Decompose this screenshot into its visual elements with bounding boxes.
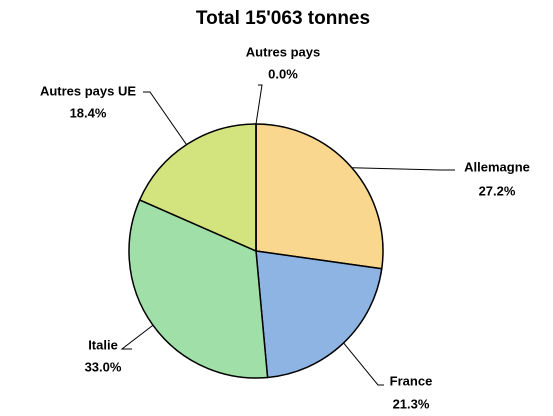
slice-label: Autres pays UE bbox=[40, 83, 136, 98]
slice-label: Italie bbox=[88, 337, 118, 352]
leader-line bbox=[143, 91, 187, 145]
slice-value-label: 27.2% bbox=[479, 183, 516, 198]
slice-value-label: 18.4% bbox=[70, 105, 107, 120]
slice-label: France bbox=[390, 373, 433, 388]
leader-line bbox=[351, 167, 455, 171]
pie-slice bbox=[128, 198, 269, 379]
slice-value-label: 33.0% bbox=[85, 359, 122, 374]
chart-title: Total 15'063 tonnes bbox=[196, 8, 370, 29]
leader-line bbox=[343, 342, 384, 386]
slice-label: Autres pays bbox=[246, 44, 320, 59]
slice-label: Allemagne bbox=[464, 159, 530, 174]
slice-value-label: 21.3% bbox=[393, 396, 430, 411]
pie-slice bbox=[255, 123, 384, 270]
pie-slice bbox=[255, 250, 383, 379]
leader-line bbox=[255, 84, 263, 125]
leader-line bbox=[120, 324, 154, 350]
slice-value-label: 0.0% bbox=[268, 66, 298, 81]
